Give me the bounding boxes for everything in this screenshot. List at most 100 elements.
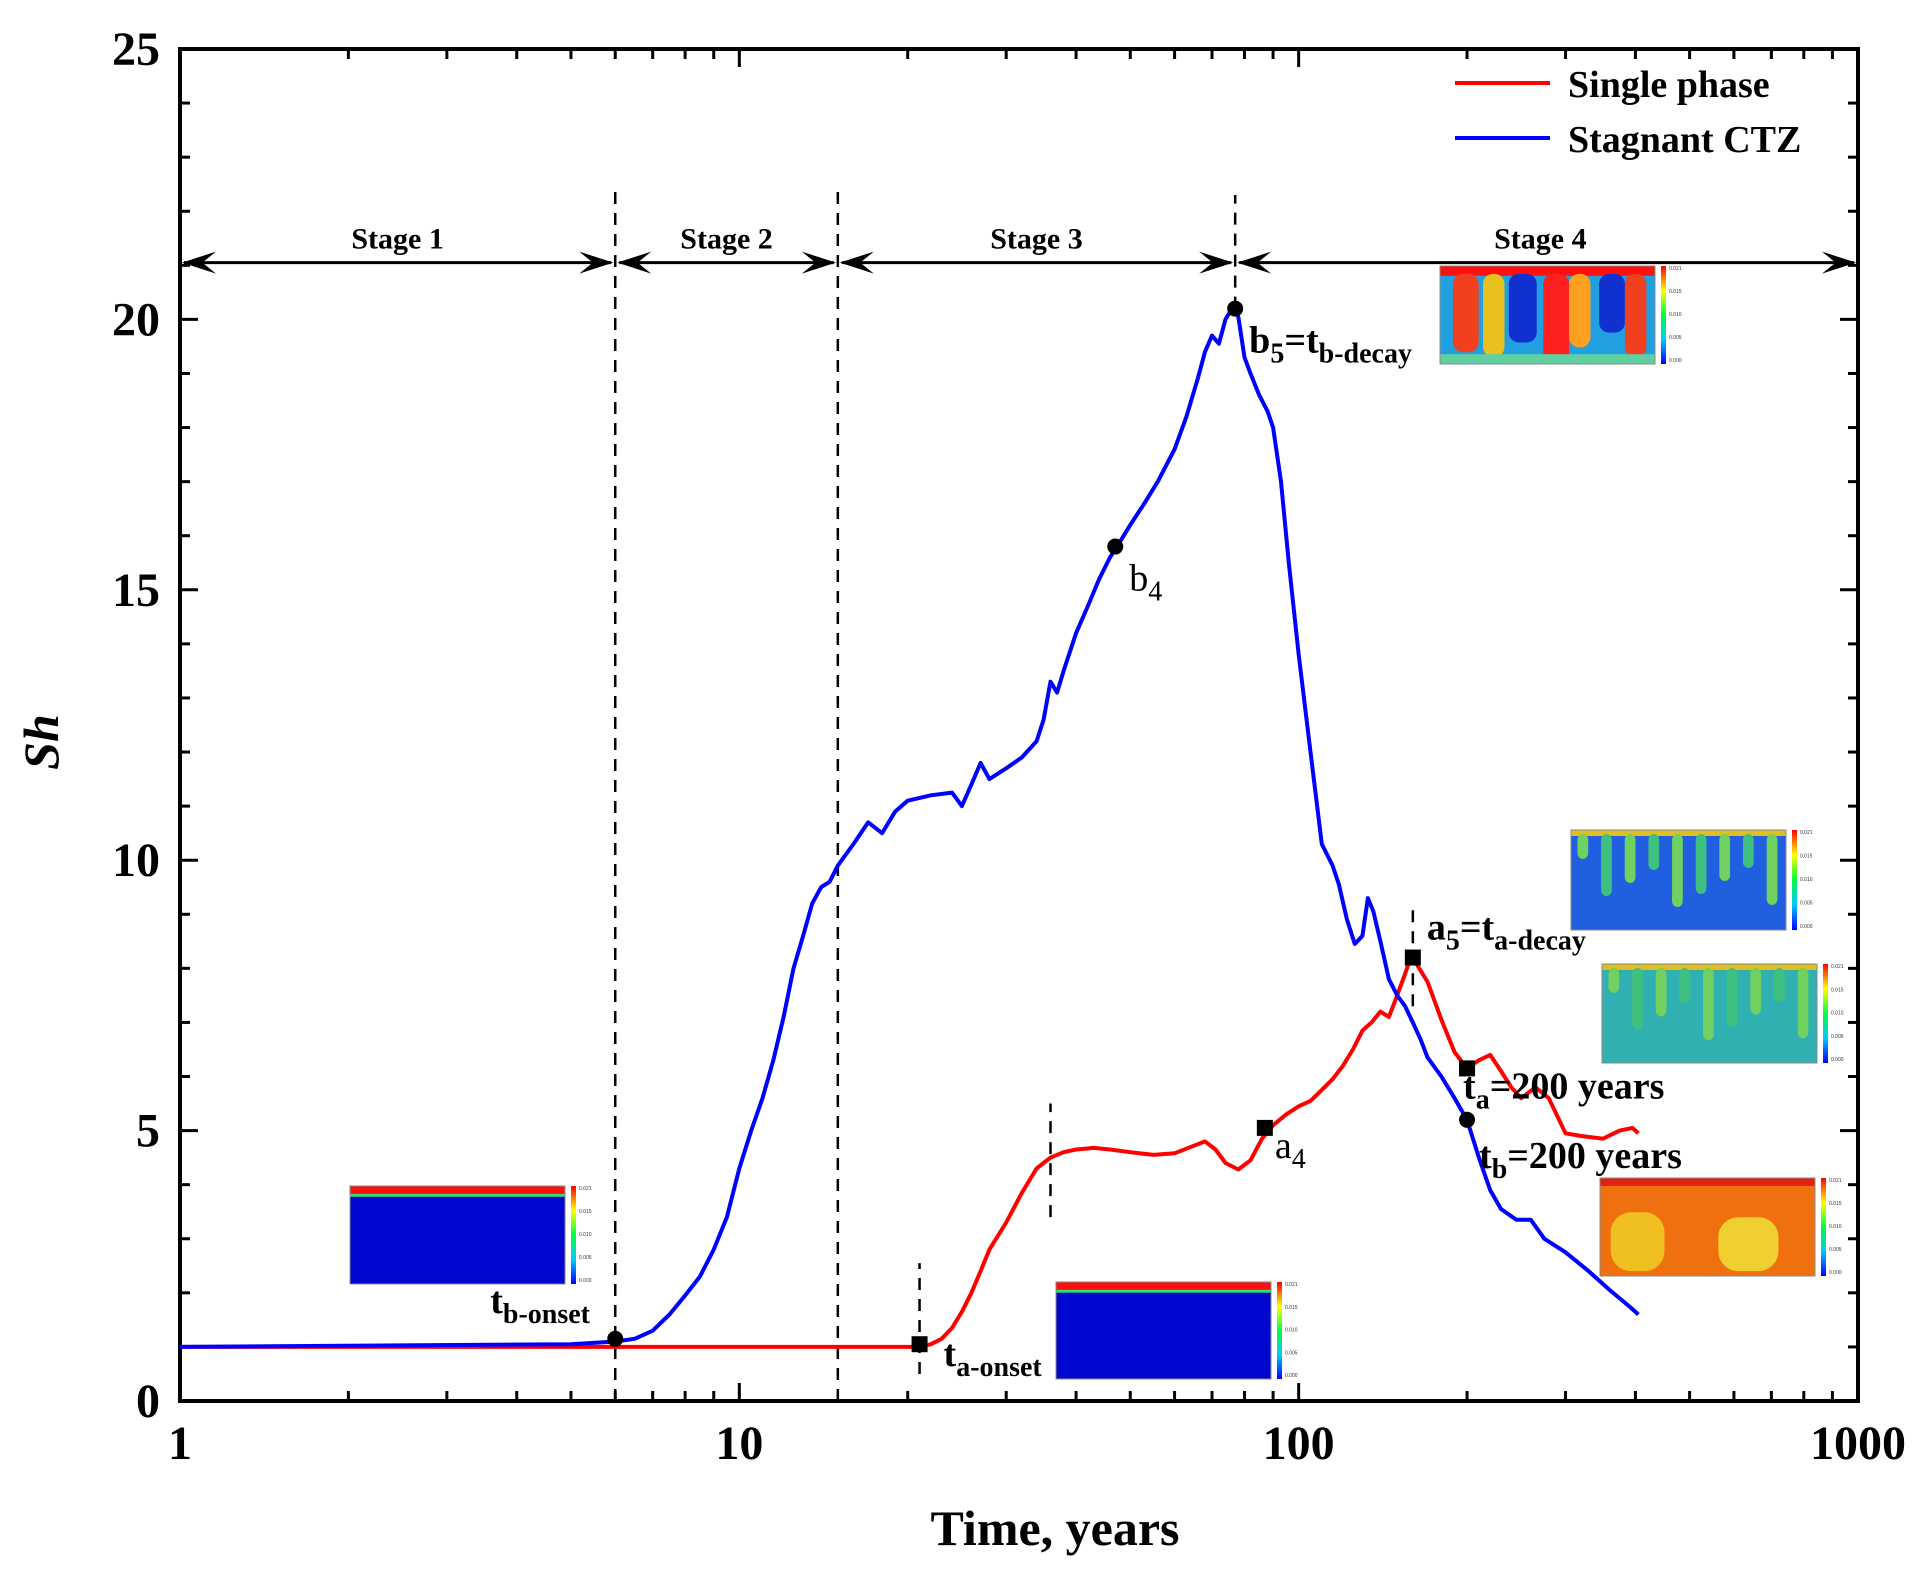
dashed-guides bbox=[613, 184, 1415, 1401]
inset-front bbox=[1056, 1289, 1271, 1293]
inset-plume bbox=[1624, 273, 1647, 358]
marker-square bbox=[1459, 1060, 1476, 1077]
stage-arrowhead bbox=[579, 251, 614, 274]
marker-circle bbox=[1459, 1111, 1476, 1128]
inset-colorbar-label: 0.015 bbox=[579, 1209, 592, 1215]
inset-border bbox=[1599, 1177, 1816, 1277]
stage-arrowhead bbox=[1199, 251, 1234, 274]
inset-colorbar-label: 0.010 bbox=[1829, 1224, 1842, 1230]
inset-a-decay: 0.021 0.015 0.010 0.005 0.000 bbox=[1570, 829, 1813, 931]
point-markers: tb-onset b4 b5=tb-decay tb=200 years ta-onse… bbox=[490, 300, 1682, 1383]
inset-colorbar-label: 0.005 bbox=[1829, 1247, 1842, 1253]
stage-label: Stage 4 bbox=[1494, 223, 1587, 256]
inset-colorbar bbox=[1792, 830, 1797, 930]
inset-colorbar-label: 0.015 bbox=[1669, 289, 1682, 295]
marker-square bbox=[911, 1336, 928, 1353]
inset-plume bbox=[1679, 967, 1691, 1004]
inset-plume bbox=[1577, 834, 1589, 859]
marker-label: tb-onset bbox=[490, 1280, 590, 1330]
inset-region bbox=[1610, 1212, 1665, 1272]
inset-plume bbox=[1797, 967, 1809, 1039]
inset-b-onset: 0.021 0.015 0.010 0.005 0.000 bbox=[349, 1185, 592, 1285]
marker-label: a5=ta-decay bbox=[1427, 907, 1586, 957]
y-tick-label: 10 bbox=[112, 834, 160, 887]
inset-top-layer bbox=[350, 1186, 565, 1194]
inset-plume bbox=[1774, 967, 1785, 1002]
inset-border bbox=[1601, 963, 1818, 1064]
inset-colorbar-label: 0.000 bbox=[579, 1278, 592, 1284]
inset-colorbar-label: 0.005 bbox=[579, 1255, 592, 1261]
inset-plume bbox=[1599, 273, 1625, 333]
inset-front bbox=[350, 1193, 565, 1197]
inset-colorbar bbox=[571, 1186, 576, 1284]
inset-colorbar-label: 0.010 bbox=[1800, 877, 1813, 883]
inset-plume bbox=[1766, 834, 1778, 905]
inset-border bbox=[349, 1185, 566, 1285]
inset-plume bbox=[1608, 967, 1620, 993]
legend: Single phase Stagnant CTZ bbox=[1455, 64, 1801, 161]
inset-plume bbox=[1743, 834, 1754, 868]
inset-background bbox=[1056, 1282, 1271, 1379]
inset-plume bbox=[1750, 967, 1762, 1015]
inset-plume bbox=[1672, 834, 1683, 907]
inset-colorbar-label: 0.010 bbox=[579, 1232, 592, 1238]
inset-plume bbox=[1601, 834, 1612, 896]
inset-colorbar-label: 0.021 bbox=[1829, 1178, 1842, 1184]
stage-label: Stage 1 bbox=[351, 223, 444, 256]
inset-border bbox=[1055, 1281, 1272, 1380]
series-lines bbox=[180, 306, 1640, 1349]
y-tick-label: 25 bbox=[112, 23, 160, 76]
inset-colorbar-label: 0.021 bbox=[1669, 266, 1682, 272]
y-tick-label: 0 bbox=[136, 1375, 160, 1428]
inset-b-decay: 0.021 0.015 0.010 0.005 0.000 bbox=[1439, 265, 1682, 365]
inset-colorbar-label: 0.021 bbox=[1285, 1282, 1298, 1288]
stage-arrowhead bbox=[1237, 251, 1272, 274]
axis-ticks: 1 10 100 1000 0 5 10 15 20 25 bbox=[112, 23, 1906, 1470]
inset-colorbar bbox=[1661, 266, 1666, 364]
marker-square bbox=[1256, 1119, 1273, 1136]
inset-colorbar-label: 0.000 bbox=[1285, 1373, 1298, 1379]
inset-colorbar-label: 0.005 bbox=[1831, 1034, 1844, 1040]
legend-label-single-phase: Single phase bbox=[1568, 64, 1770, 106]
marker-circle bbox=[1107, 538, 1124, 555]
inset-colorbar-label: 0.021 bbox=[1800, 830, 1813, 836]
inset-plume bbox=[1483, 273, 1505, 358]
x-tick-label: 100 bbox=[1263, 1417, 1335, 1470]
inset-colorbar-label: 0.000 bbox=[1829, 1270, 1842, 1276]
marker-label: b4 bbox=[1129, 558, 1162, 608]
stage-label: Stage 2 bbox=[680, 223, 773, 256]
inset-top-layer bbox=[1600, 1178, 1815, 1186]
inset-bottom bbox=[1440, 354, 1655, 364]
marker-circle bbox=[1227, 300, 1244, 317]
inset-region bbox=[1718, 1217, 1779, 1272]
inset-plume bbox=[1703, 967, 1714, 1041]
inset-border bbox=[1439, 265, 1656, 365]
inset-a-onset: 0.021 0.015 0.010 0.005 0.000 bbox=[1055, 1281, 1298, 1380]
stage-label: Stage 3 bbox=[990, 223, 1083, 256]
inset-colorbar bbox=[1823, 964, 1828, 1063]
inset-b-200: 0.021 0.015 0.010 0.005 0.000 bbox=[1599, 1177, 1842, 1277]
stage-arrows: Stage 1 Stage 2 Stage 3 Stage 4 bbox=[182, 223, 1856, 274]
y-tick-label: 5 bbox=[136, 1105, 160, 1158]
inset-colorbar-label: 0.021 bbox=[579, 1186, 592, 1192]
inset-plume bbox=[1695, 834, 1707, 894]
inset-top-layer bbox=[1602, 964, 1817, 970]
inset-plume bbox=[1624, 834, 1636, 883]
inset-plume bbox=[1726, 967, 1738, 1028]
inset-plume bbox=[1508, 273, 1537, 343]
inset-plume bbox=[1543, 273, 1569, 363]
inset-colorbar-label: 0.005 bbox=[1800, 901, 1813, 907]
y-axis-title: Sh bbox=[13, 714, 69, 770]
x-axis-title: Time, years bbox=[930, 1500, 1179, 1556]
inset-plume bbox=[1655, 967, 1667, 1017]
stage-arrowhead bbox=[617, 251, 652, 274]
inset-colorbar-label: 0.005 bbox=[1669, 335, 1682, 341]
stage-arrowhead bbox=[839, 251, 874, 274]
marker-label: b5=tb-decay bbox=[1249, 320, 1412, 370]
marker-circle bbox=[607, 1330, 624, 1347]
marker-label: ta=200 years bbox=[1463, 1065, 1664, 1115]
inset-colorbar bbox=[1277, 1282, 1282, 1379]
inset-colorbar-label: 0.010 bbox=[1285, 1328, 1298, 1334]
plot-frame bbox=[178, 47, 1860, 1403]
